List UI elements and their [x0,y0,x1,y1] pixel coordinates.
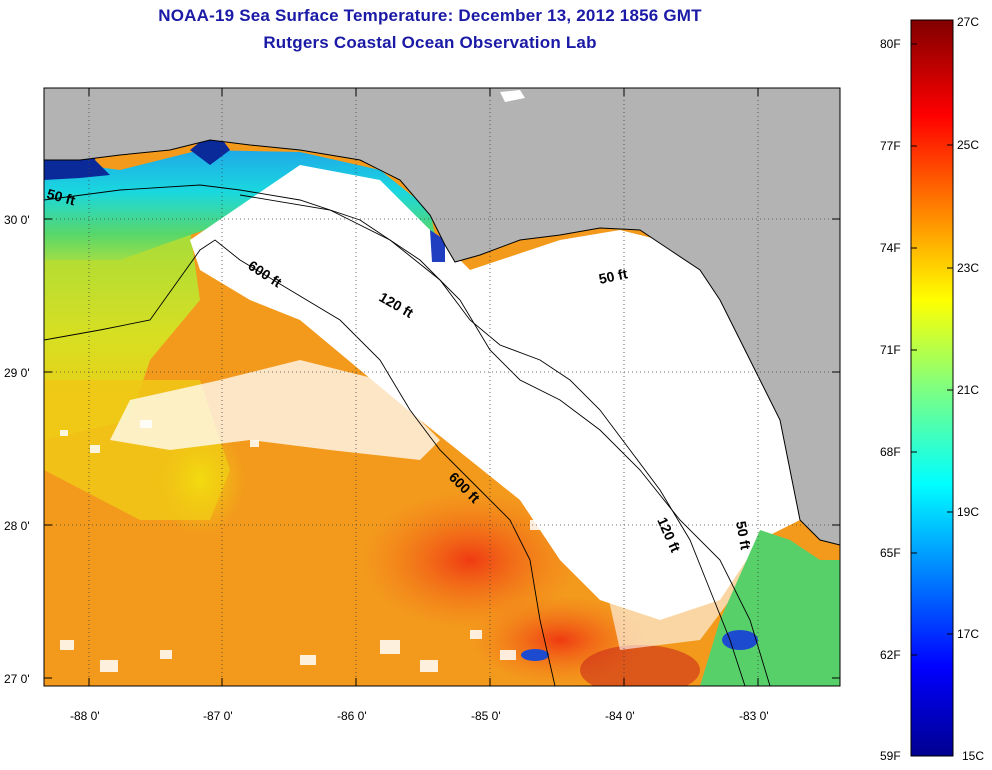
colorbar-c-27: 27C [957,15,979,29]
colorbar-c-15: 15C [962,749,984,763]
lon-tick-88: -88 0' [70,709,100,723]
colorbar-f-62: 62F [880,648,901,662]
colorbar-c-23: 23C [957,261,979,275]
map-title: NOAA-19 Sea Surface Temperature: Decembe… [158,6,702,25]
lat-tick-28: 28 0' [4,519,30,533]
colorbar-c-21: 21C [957,383,979,397]
contour-label-50ft-west: 50 ft [45,185,77,208]
colorbar-f-68: 68F [880,445,901,459]
lon-tick-85: -85 0' [471,709,501,723]
colorbar-f-77: 77F [880,139,901,153]
colorbar-c-19: 19C [957,505,979,519]
map-subtitle: Rutgers Coastal Ocean Observation Lab [263,33,597,52]
colorbar-f-74: 74F [880,241,901,255]
colorbar-f-59: 59F [880,749,901,763]
colorbar-gradient [910,19,954,757]
lat-tick-30: 30 0' [4,213,30,227]
lon-tick-87: -87 0' [203,709,233,723]
colorbar-c-25: 25C [957,138,979,152]
lon-tick-84: -84 0' [605,709,635,723]
contour-label-50ft-bigbend: 50 ft [597,265,629,287]
colorbar-c-17: 17C [957,627,979,641]
colorbar-f-80: 80F [880,37,901,51]
lon-tick-86: -86 0' [337,709,367,723]
contour-label-50ft-south: 50 ft [733,520,754,551]
lat-tick-29: 29 0' [4,366,30,380]
lon-tick-83: -83 0' [739,709,769,723]
colorbar-f-65: 65F [880,546,901,560]
colorbar-f-71: 71F [880,343,901,357]
lat-tick-27: 27 0' [4,672,30,686]
